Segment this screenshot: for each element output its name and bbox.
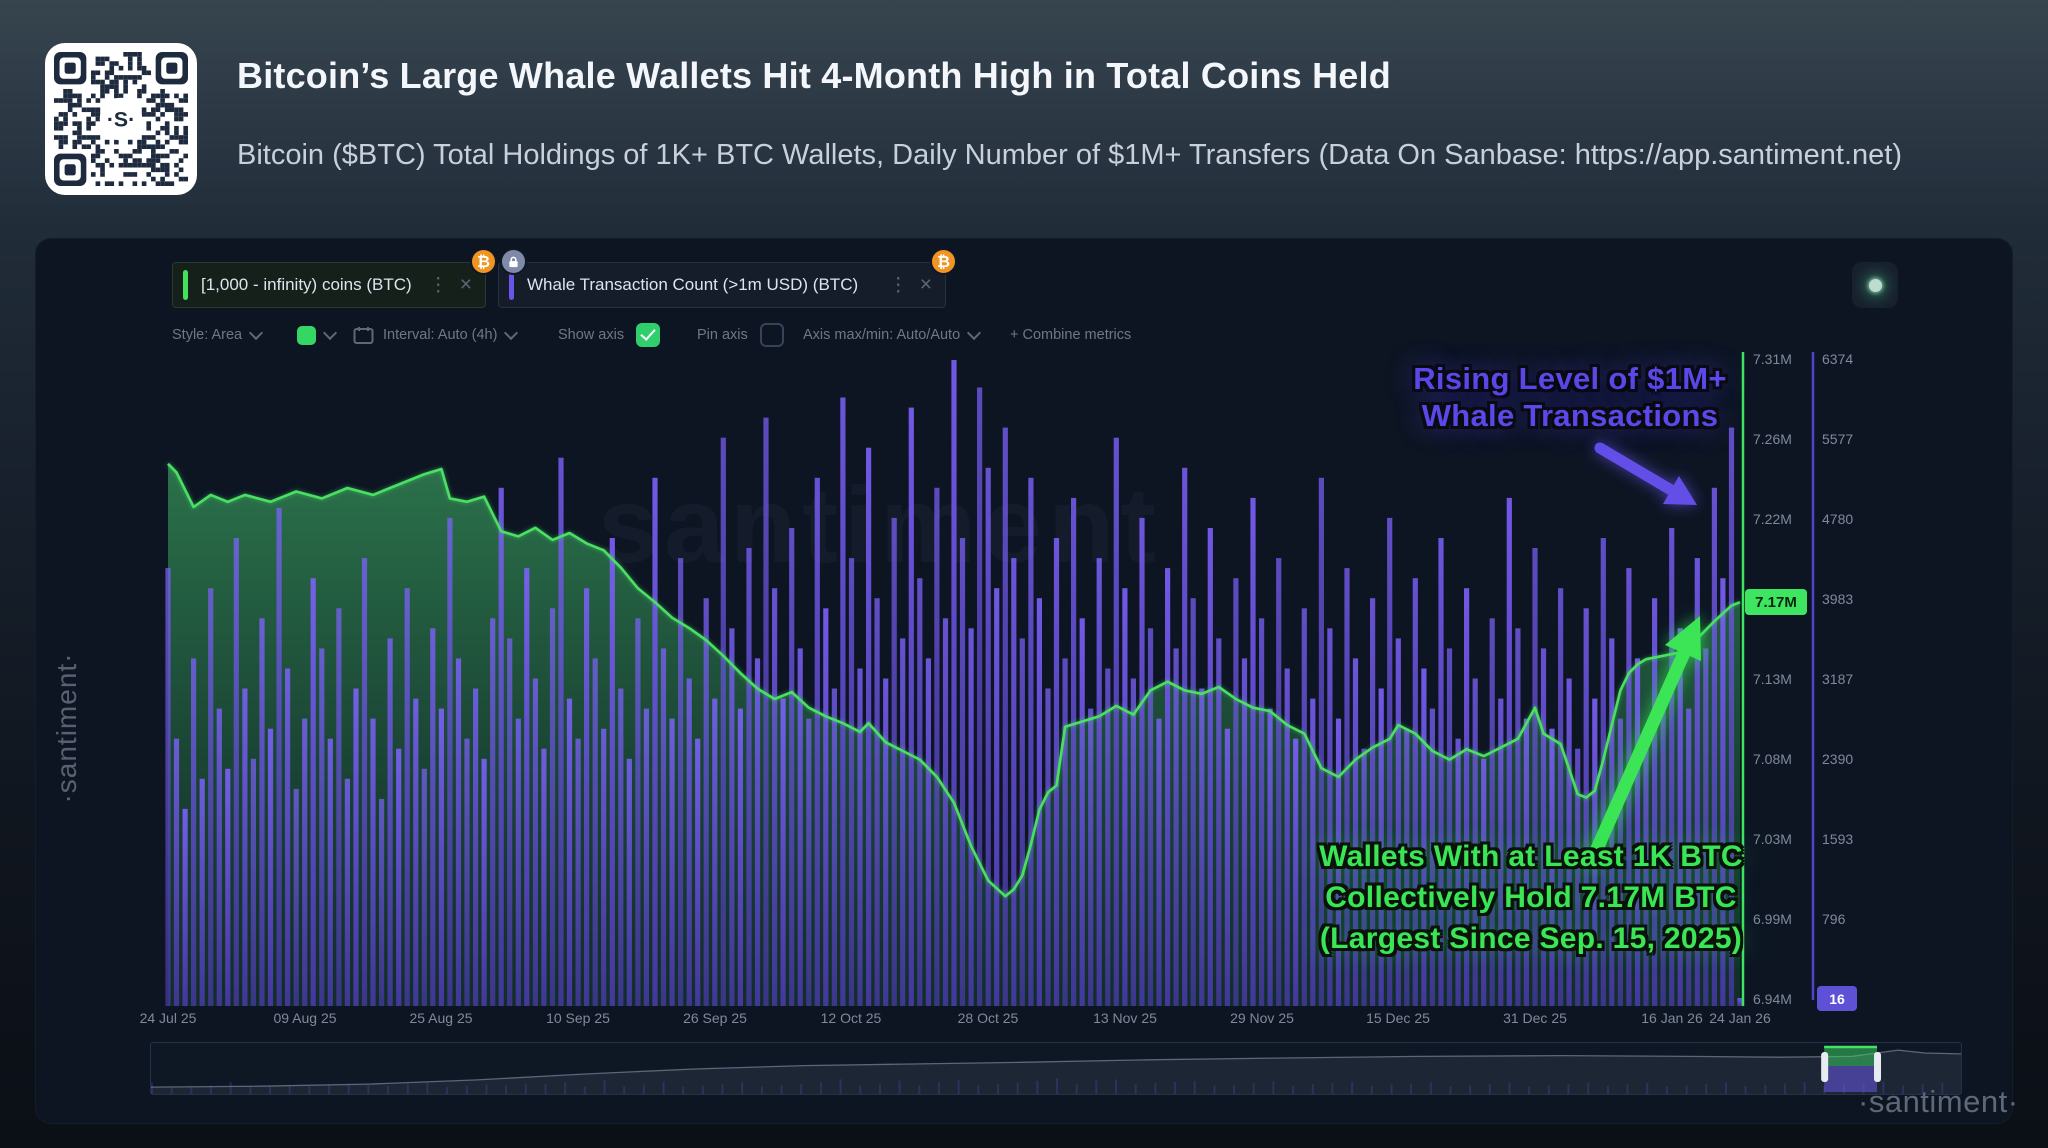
annotation-line: Whale Transactions [1421,398,1719,433]
annotation-line: Collectively Hold 7.17M BTC [1325,881,1737,914]
titles: Bitcoin’s Large Whale Wallets Hit 4-Mont… [237,43,1902,195]
combine-metrics-label: + Combine metrics [1010,327,1132,343]
close-icon[interactable]: × [459,273,472,296]
pin-axis-checkbox[interactable] [759,323,784,347]
annotation-line: Rising Level of $1M+ [1413,361,1727,396]
metric-tab-whale-transactions[interactable]: Whale Transaction Count (>1m USD) (BTC) … [498,262,946,308]
metric-tab-holdings[interactable]: [1,000 - infinity) coins (BTC) ⋮ × [172,262,486,308]
transactions-current-value-badge: 16 [1817,986,1857,1011]
minimap-handle-right[interactable] [1874,1052,1882,1082]
chevron-down-icon [322,325,338,341]
minimap-selection-purple[interactable] [1824,1066,1878,1092]
pin-axis-toggle[interactable]: Pin axis [697,322,784,348]
whale-transactions-bar-series [165,360,1743,1007]
page-title: Bitcoin’s Large Whale Wallets Hit 4-Mont… [237,55,1391,96]
page-subtitle: Bitcoin ($BTC) Total Holdings of 1K+ BTC… [237,139,1903,171]
metric-tab-label: Whale Transaction Count (>1m USD) (BTC) [527,275,859,294]
watermark-bottom-right: ·santiment· [1858,1084,2019,1119]
color-swatch-dropdown[interactable] [297,322,338,348]
btc-coin-badge: ₿ [470,248,497,275]
minimap-scrubber[interactable] [150,1042,1963,1095]
calendar-icon [353,326,374,345]
annotation-whale-transactions: Rising Level of $1M+ Whale Transactions [1398,360,1742,434]
lock-icon [500,248,527,275]
live-refresh-button[interactable] [1852,262,1898,308]
combine-metrics-button[interactable]: + Combine metrics [1010,322,1131,348]
show-axis-label: Show axis [558,327,625,343]
annotation-arrows [1585,442,1701,867]
interval-dropdown[interactable]: Interval: Auto (4h) [353,322,519,348]
kebab-menu-icon[interactable]: ⋮ [428,274,448,296]
style-dropdown[interactable]: Style: Area [172,322,264,348]
holdings-line [167,462,1741,898]
pin-axis-label: Pin axis [697,327,748,343]
watermark-left: ·santiment· [51,652,82,804]
annotation-line: (Largest Since Sep. 15, 2025) [1319,922,1743,955]
metric-color-bar-green [183,270,188,300]
minimap-selection-green[interactable] [1824,1046,1878,1066]
qr-code: ·S· [45,43,197,195]
color-swatch [297,325,316,345]
metric-tab-label: [1,000 - infinity) coins (BTC) [201,275,412,294]
axis-lines [1741,352,1815,1006]
metric-color-bar-purple [509,270,514,300]
annotation-line: Wallets With at Least 1K BTC [1319,840,1743,873]
close-icon[interactable]: × [919,273,932,296]
chevron-down-icon [504,325,519,341]
axis-maxmin-dropdown[interactable]: Axis max/min: Auto/Auto [803,322,982,348]
chevron-down-icon [249,325,264,341]
interval-dropdown-label: Interval: Auto (4h) [383,327,498,343]
axis-maxmin-label: Axis max/min: Auto/Auto [803,327,961,343]
style-dropdown-label: Style: Area [172,327,243,343]
annotation-holdings: Wallets With at Least 1K BTC Collectivel… [1292,836,1770,959]
header: ·S· Bitcoin’s Large Whale Wallets Hit 4-… [45,43,1902,195]
minimap-handle-left[interactable] [1821,1052,1829,1082]
live-dot-icon [1868,278,1882,292]
kebab-menu-icon[interactable]: ⋮ [888,274,908,296]
holdings-current-value-badge: 7.17M [1745,589,1807,615]
show-axis-checkbox[interactable] [636,323,661,347]
show-axis-toggle[interactable]: Show axis [558,322,661,348]
btc-coin-badge: ₿ [930,248,957,275]
chevron-down-icon [967,325,982,341]
svg-text:·S·: ·S· [107,107,135,131]
